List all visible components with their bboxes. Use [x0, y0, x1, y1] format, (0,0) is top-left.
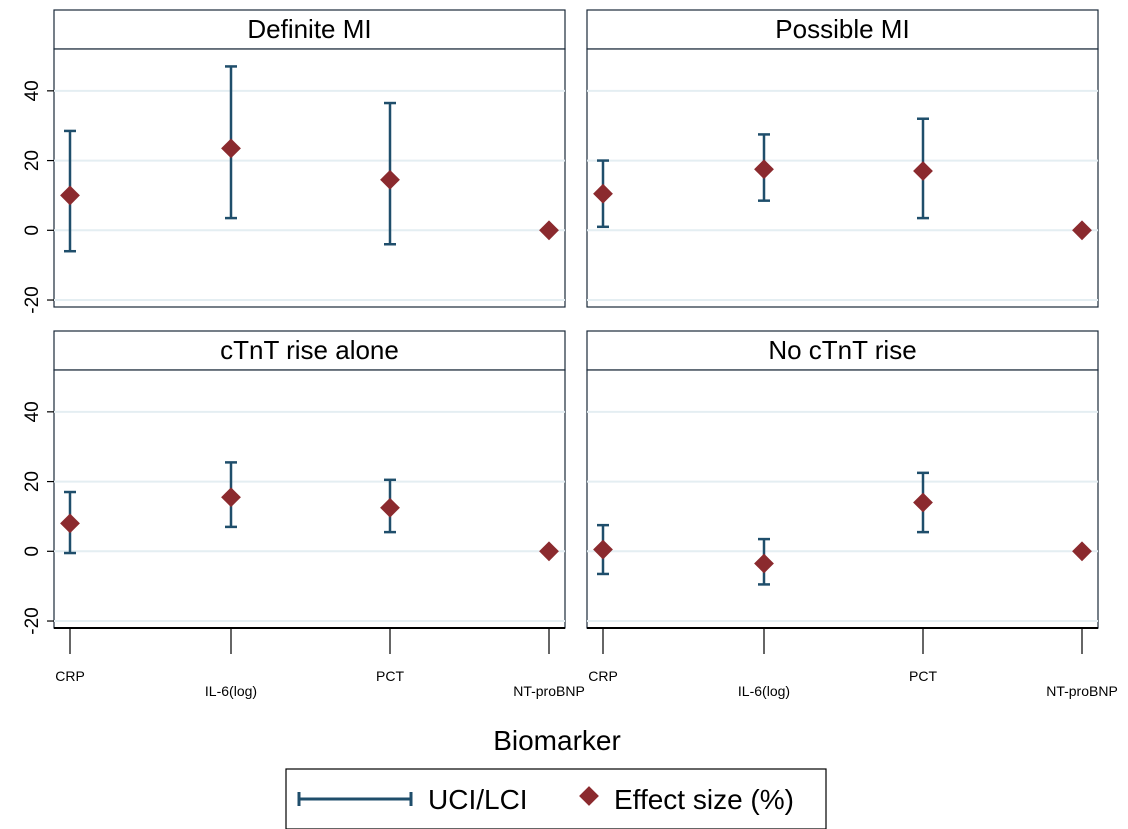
panel-possible-mi: Possible MI: [586, 9, 1099, 308]
x-tick-label-il-6-log: IL-6(log): [738, 683, 790, 699]
panel-ctnt-rise-alone: cTnT rise alone -20 0 20 40: [22, 330, 566, 654]
point-pct: [380, 169, 400, 190]
point-nt-probnp: [1072, 220, 1092, 241]
panel-title-strip: [586, 9, 1099, 50]
plot-area: [53, 48, 566, 308]
panel-title: No cTnT rise: [768, 335, 916, 365]
x-tick-label-crp: CRP: [55, 668, 85, 684]
legend-label-effect: Effect size (%): [614, 784, 794, 815]
panel-definite-mi: Definite MI -20 0 20 40: [22, 9, 566, 314]
point-pct: [913, 492, 933, 513]
point-il-6-log: [754, 553, 774, 574]
point-nt-probnp: [1072, 541, 1092, 562]
panels-group: Definite MI -20 0 20 40 Possible MI cTnT rise …: [22, 9, 1099, 654]
x-tick-label-nt-probnp: NT-proBNP: [1046, 683, 1118, 699]
x-tick-label-pct: PCT: [376, 668, 404, 684]
point-pct: [380, 497, 400, 518]
point-il-6-log: [221, 487, 241, 508]
category-labels: CRPIL-6(log)PCTNT-proBNPCRPIL-6(log)PCTN…: [55, 668, 1118, 699]
y-tick-label: 20: [22, 471, 43, 492]
point-nt-probnp: [539, 541, 559, 562]
legend-errorbar-icon: [297, 792, 413, 806]
plot-area: [586, 369, 1099, 629]
y-tick-label: 0: [22, 546, 43, 557]
y-tick-label: 40: [22, 401, 43, 422]
plot-area: [53, 369, 566, 629]
point-il-6-log: [221, 138, 241, 159]
panel-no-ctnt-rise: No cTnT rise: [586, 330, 1099, 654]
legend: UCI/LCI Effect size (%): [285, 768, 827, 829]
legend-label-ci: UCI/LCI: [428, 784, 528, 815]
panel-title: Definite MI: [247, 14, 371, 44]
x-axis-title: Biomarker: [493, 725, 621, 756]
y-tick-label: -20: [22, 286, 43, 313]
panel-title-strip: [586, 330, 1099, 371]
point-crp: [593, 539, 613, 560]
y-tick-label: 40: [22, 80, 43, 101]
plot-area: [586, 48, 1099, 308]
panel-title: Possible MI: [775, 14, 909, 44]
x-tick-label-pct: PCT: [909, 668, 937, 684]
y-tick-label: 20: [22, 150, 43, 171]
y-tick-label: 0: [22, 225, 43, 236]
y-tick-label: -20: [22, 607, 43, 634]
panel-title: cTnT rise alone: [220, 335, 399, 365]
x-tick-label-crp: CRP: [588, 668, 618, 684]
panel-title-strip: [53, 9, 566, 50]
x-tick-label-il-6-log: IL-6(log): [205, 683, 257, 699]
x-tick-label-nt-probnp: NT-proBNP: [513, 683, 585, 699]
legend-diamond-icon: [579, 786, 599, 806]
